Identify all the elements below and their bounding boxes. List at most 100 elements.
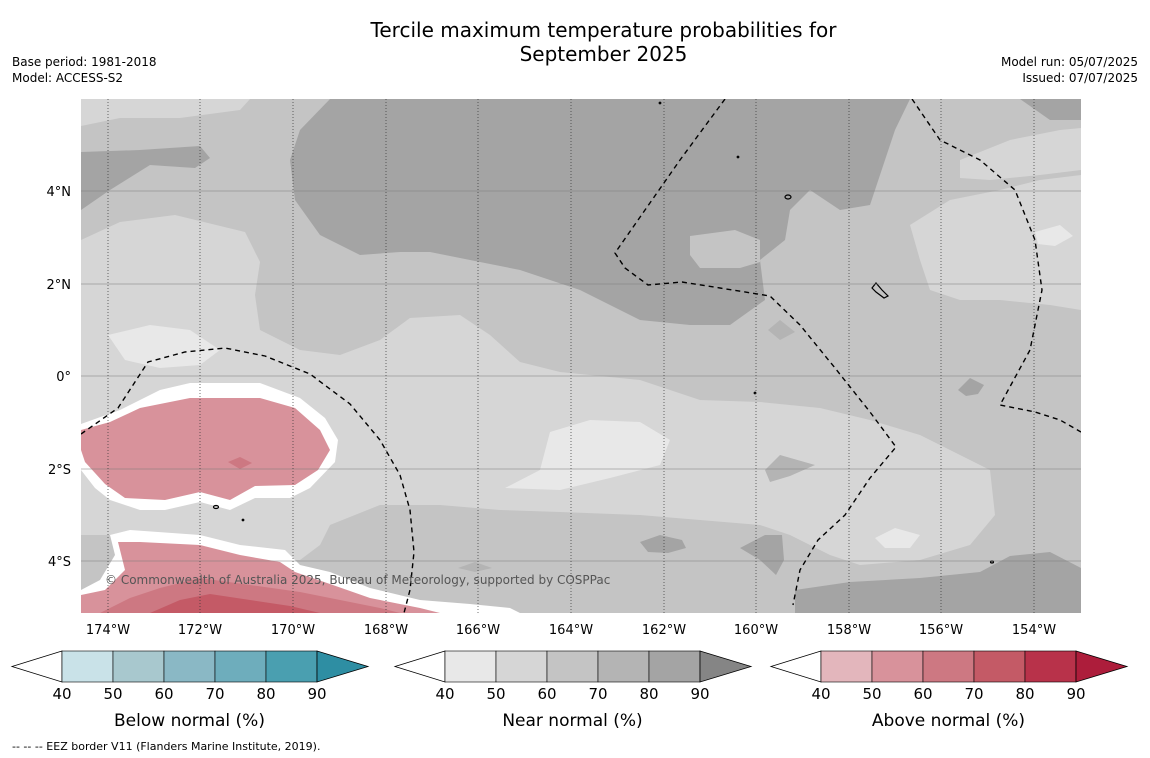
near-normal-40-50-west [108,325,220,368]
above-normal-50-60-north [81,398,330,500]
near-normal-70-80-patch-4 [768,320,795,340]
model-name: Model: ACCESS-S2 [12,71,124,85]
lon-label: 174°W [86,623,130,638]
island-6 [736,155,740,159]
near-normal-70-80-west [81,146,210,210]
colorbar-segment [973,650,1026,683]
colorbar-extend-low [769,650,822,683]
near-normal-70-80-ne [1020,99,1081,120]
lat-label: 4°S [48,555,71,570]
colorbar-tick: 40 [52,685,71,703]
near-normal-40-50-center [505,420,670,490]
colorbar-tick: 50 [862,685,881,703]
colorbar-tick: 50 [486,685,505,703]
colorbar-tick: 90 [307,685,326,703]
colorbar: 40 50 60 70 80 90 Below normal (%) [10,650,370,731]
near-normal-50-60-east [910,175,1081,310]
colorbar-tick: 90 [690,685,709,703]
near-normal-70-80-region [290,99,910,325]
colorbar-segment [546,650,599,683]
colorbar-tick: 80 [639,685,658,703]
colorbar: 40 50 60 70 80 90 Above normal (%) [769,650,1129,731]
meta-right: Model run: 05/07/2025 Issued: 07/07/2025 [1001,54,1138,86]
colorbar: 40 50 60 70 80 90 Near normal (%) [393,650,753,731]
colorbar-segment [820,650,873,683]
island-2 [871,282,890,299]
colorbar-tick: 50 [103,685,122,703]
colorbar-segment [214,650,267,683]
near-normal-50-60-nw [81,99,250,126]
lon-label: 170°W [271,623,315,638]
eez-border-east [911,99,1081,433]
island-7 [241,518,245,522]
colorbar-tick: 60 [154,685,173,703]
colorbar-segment [112,650,165,683]
colorbar-tick: 40 [811,685,830,703]
copyright-text: © Commonwealth of Australia 2025, Bureau… [105,573,610,587]
near-normal-40-50-se [875,528,920,548]
colorbar-segment [444,650,497,683]
colorbar-label: Below normal (%) [114,711,265,731]
colorbar-tick: 90 [1066,685,1085,703]
colorbar-tick: 60 [537,685,556,703]
lon-label: 162°W [642,623,686,638]
colorbar-label: Near normal (%) [502,711,642,731]
lon-label: 168°W [364,623,408,638]
meta-left: Base period: 1981-2018 Model: ACCESS-S2 [12,54,157,86]
lon-label: 158°W [827,623,871,638]
lon-label: 172°W [178,623,222,638]
colorbar-tick: 60 [913,685,932,703]
near-normal-70-80-patch-6 [765,455,815,482]
base-period: Base period: 1981-2018 [12,55,157,69]
near-normal-70-80-patch-3 [958,378,984,396]
colorbar-tick: 40 [435,685,454,703]
colorbar-segment [265,650,318,683]
colorbar-extend-high [1075,650,1129,683]
colorbar-extend-low [10,650,63,683]
lon-label: 154°W [1012,623,1056,638]
colorbar-segment [597,650,650,683]
colorbar-segment [495,650,548,683]
eez-border-phoenix [81,347,415,613]
eez-borders [81,99,1081,613]
colorbar-tick: 80 [256,685,275,703]
map-area [81,99,1081,613]
colorbar-label: Above normal (%) [872,711,1025,731]
lon-label: 160°W [734,623,778,638]
footnote: -- -- -- EEZ border V11 (Flanders Marine… [12,740,321,753]
longitude-labels: 174°W 172°W 170°W 168°W 166°W 164°W 162°W 160°W… [86,623,1056,638]
latitude-labels: 4°N 2°N 0° 2°S 4°S [47,185,72,570]
colorbar-tick: 70 [588,685,607,703]
island-1 [784,194,792,200]
lat-label: 2°S [48,463,71,478]
lon-label: 166°W [456,623,500,638]
title-line-2: September 2025 [519,42,688,66]
colorbar-segment [922,650,975,683]
above-normal-60-70-patch [228,457,252,469]
near-normal-70-80-south [795,552,1081,613]
colorbar-tick: 80 [1015,685,1034,703]
above-normal-70-80-south [150,594,320,613]
near-normal-70-80-patch-5 [458,562,492,572]
near-normal-60-70-pocket [690,230,760,268]
near-normal-50-60-ne [960,128,1081,180]
colorbar-tick: 70 [205,685,224,703]
near-normal-40-50-east [1035,225,1073,246]
latitude-gridlines [81,190,1081,562]
lon-label: 164°W [549,623,593,638]
colorbar-segment [61,650,114,683]
colorbar-extend-high [699,650,753,683]
near-normal-70-80-patch-2 [740,535,784,575]
colorbar-segment [163,650,216,683]
colorbar-extend-low [393,650,446,683]
near-normal-70-80-patch-1 [640,535,686,553]
issued-date: Issued: 07/07/2025 [1022,71,1138,85]
lat-label: 4°N [47,185,72,200]
colorbars: 40 50 60 70 80 90 Below normal (%) 40 50 60 70 80 90… [10,650,1129,731]
island-5 [658,101,662,105]
map-title: Tercile maximum temperature probabilitie… [0,18,1150,66]
island-3 [212,504,220,510]
model-run: Model run: 05/07/2025 [1000,55,1138,69]
colorbar-segment [871,650,924,683]
